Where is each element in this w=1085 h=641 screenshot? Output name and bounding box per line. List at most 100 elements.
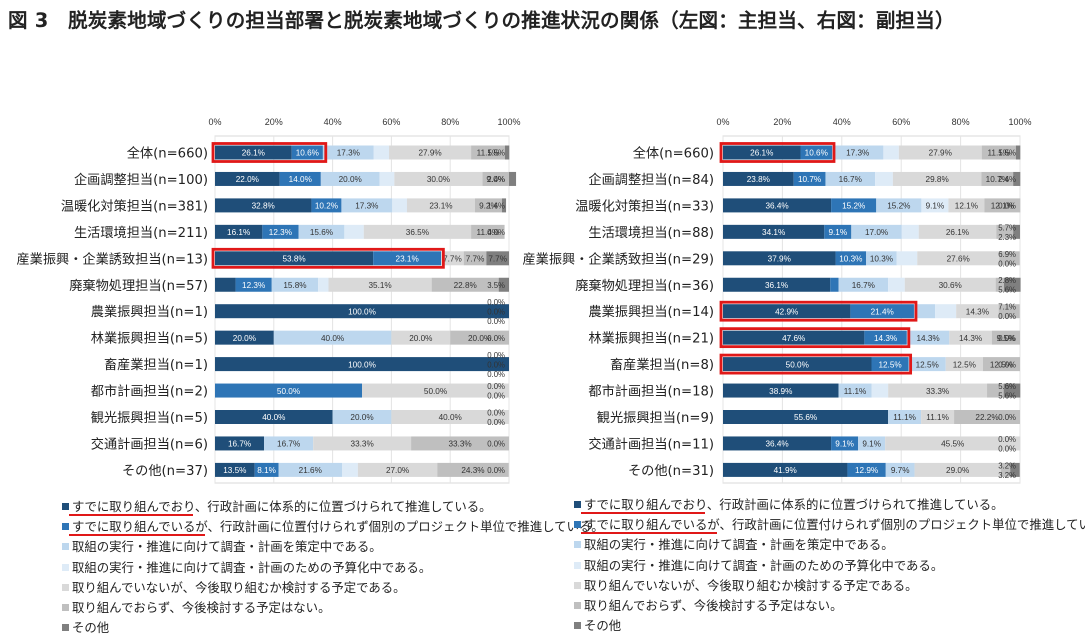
bar-segment: [871, 383, 889, 398]
bar-segment: [984, 198, 1021, 213]
legend-label: その他: [72, 620, 110, 636]
legend-swatch: [574, 581, 581, 589]
data-label: 9.2%: [479, 202, 498, 211]
bar-segment: [835, 251, 867, 266]
data-label: 16.7%: [277, 440, 300, 449]
bar-segment: [995, 277, 1004, 292]
data-label: 36.5%: [406, 228, 429, 237]
data-label: 0.0%: [998, 259, 1016, 268]
bar-segment: [921, 410, 955, 424]
data-label: 0.0%: [998, 413, 1016, 422]
data-label: 10.2%: [315, 202, 338, 211]
bar-segment: [313, 436, 412, 451]
data-label: 0.0%: [487, 334, 505, 343]
category-label: 林業振興担当(n=21): [588, 331, 714, 347]
bar-segment: [357, 462, 438, 477]
data-label: 17.0%: [865, 228, 888, 237]
bar-segment: [896, 251, 918, 266]
data-label: 30.0%: [427, 175, 450, 184]
data-label: 20.0%: [468, 334, 491, 343]
bar-segment: [271, 277, 319, 292]
data-label: 9.1%: [862, 440, 881, 449]
category-label: 都市計画担当(n=18): [588, 383, 714, 400]
bar-segment: [471, 145, 505, 160]
bar-segment: [914, 462, 1001, 477]
bar-segment: [824, 224, 852, 239]
data-label: 30.6%: [939, 281, 962, 290]
category-label: 農業振興担当(n=14): [588, 304, 714, 320]
data-label: 2.4%: [487, 175, 505, 184]
bar-segment: [363, 224, 472, 239]
legend-item: すでに取り組んでおり、行政計画に体系的に位置づけられて推進している。: [574, 495, 1085, 515]
highlight-box: [719, 300, 918, 322]
bar-segment: [981, 145, 1016, 160]
bar-segment: [948, 198, 985, 213]
bar-segment: [825, 171, 876, 186]
bar-segment: [892, 171, 982, 186]
data-label: 14.3%: [959, 334, 982, 343]
data-label: 42.9%: [775, 307, 798, 316]
data-label: 0.0%: [998, 360, 1016, 369]
bar-segment: [908, 357, 946, 372]
data-label: 20.0%: [233, 334, 256, 343]
category-label: 企画調整担当(n=84): [588, 171, 714, 188]
bar-segment: [379, 171, 395, 186]
data-label: 9.1%: [926, 202, 945, 211]
data-label: 9.1%: [835, 440, 854, 449]
category-label: 交通計画担当(n=11): [588, 435, 714, 452]
legend-item: 取り組んでおらず、今後検討する予定はない。: [574, 596, 1085, 616]
data-label: 33.3%: [926, 387, 949, 396]
data-label: 12.5%: [916, 360, 939, 369]
category-label: 観光振興担当(n=5): [91, 409, 208, 426]
bar-segment: [723, 198, 832, 213]
legend-label: 取組の実行・推進に向けて調査・計画を策定中である。: [584, 537, 894, 553]
bar-segment: [875, 171, 893, 186]
data-label: 9.1%: [828, 228, 847, 237]
data-label: 50.0%: [424, 387, 447, 396]
data-label: 5.7%: [998, 223, 1016, 232]
data-label: 11.1%: [893, 413, 916, 422]
highlight-box: [211, 142, 328, 163]
legend-item: すでに取り組んでいるが、行政計画に位置付けられず個別のプロジェクト単位で推進して…: [62, 517, 604, 537]
bar-segment: [328, 277, 432, 292]
bar-segment: [831, 198, 877, 213]
bar-segment: [291, 145, 323, 160]
legend-label: すでに取り組んでいるが、行政計画に位置付けられず個別のプロジェクト単位で推進して…: [72, 519, 604, 535]
data-label: 10.7%: [986, 175, 1009, 184]
bar-segment: [273, 330, 392, 345]
data-label: 7.7%: [466, 255, 485, 264]
data-label: 15.6%: [310, 228, 333, 237]
bar-segment: [1000, 462, 1011, 477]
data-label: 21.6%: [299, 466, 322, 475]
data-label: 22.0%: [236, 175, 259, 184]
bar-segment: [935, 304, 957, 319]
bar-segment: [486, 251, 509, 266]
bar-segment: [831, 436, 859, 451]
data-label: 17.3%: [355, 202, 378, 211]
bar-segment: [262, 224, 299, 239]
x-tick-label: 40%: [324, 117, 342, 127]
data-label: 41.9%: [774, 466, 797, 475]
data-label: 16.1%: [227, 228, 250, 237]
legend-item: 取り組んでおらず、今後検討する予定はない。: [62, 598, 604, 618]
data-label: 2.8%: [998, 276, 1016, 285]
data-label: 5.6%: [998, 392, 1016, 401]
legend-item: 取組の実行・推進に向けて調査・計画を策定中である。: [574, 535, 1085, 555]
bar-segment: [945, 357, 983, 372]
bar-segment: [463, 251, 487, 266]
bar-segment: [723, 383, 839, 398]
x-tick-label: 40%: [833, 117, 851, 127]
bar-segment: [917, 251, 1000, 266]
data-label: 0.0%: [487, 360, 505, 369]
bar-segment: [1003, 277, 1021, 292]
legend-item: 取り組んでいないが、今後取り組むか検討する予定である。: [62, 578, 604, 598]
bar-segment: [723, 171, 794, 186]
bar-segment: [373, 251, 442, 266]
data-label: 26.1%: [750, 149, 773, 158]
data-label: 9.5%: [997, 334, 1016, 343]
data-label: 12.9%: [855, 466, 878, 475]
bar-segment: [871, 357, 909, 372]
x-tick-label: 80%: [952, 117, 970, 127]
category-label: 畜産業担当(n=8): [610, 357, 714, 373]
